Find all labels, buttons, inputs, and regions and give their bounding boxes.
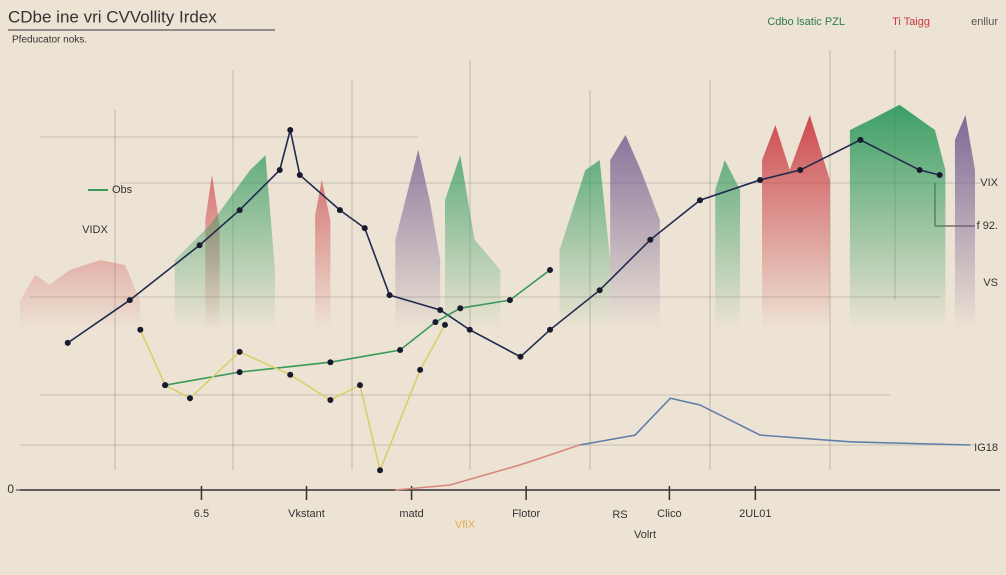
marker	[441, 321, 448, 328]
marker	[916, 167, 923, 174]
x-tick-label: 6.5	[194, 508, 209, 520]
marker	[356, 382, 363, 389]
annotation: IG18	[974, 442, 998, 454]
marker	[327, 359, 334, 366]
marker	[696, 197, 703, 204]
annotation: VIX	[980, 177, 998, 189]
area	[315, 179, 331, 490]
area	[715, 160, 741, 490]
annotation: Obs	[112, 184, 133, 196]
area	[559, 160, 611, 490]
marker	[126, 297, 133, 304]
marker	[647, 236, 654, 243]
marker	[936, 172, 943, 178]
marker	[437, 307, 444, 313]
marker	[466, 326, 473, 333]
area	[954, 115, 975, 491]
line	[67, 129, 940, 358]
marker	[186, 395, 193, 402]
x-tick-label: matd	[399, 508, 423, 520]
marker	[377, 467, 384, 474]
area	[762, 115, 830, 491]
marker	[236, 348, 243, 355]
marker	[64, 339, 71, 346]
x-tick-label: Flotor	[512, 508, 540, 520]
annotation: Ti Taigg	[892, 16, 930, 28]
x-tick-label: 2UL01	[739, 508, 771, 520]
area	[444, 155, 501, 490]
annotation: RS	[612, 509, 627, 521]
marker	[596, 287, 603, 294]
marker	[432, 319, 439, 326]
line	[395, 444, 580, 491]
marker	[336, 207, 343, 214]
marker	[547, 326, 554, 333]
marker	[236, 207, 243, 214]
annotation: VfiX	[455, 519, 476, 531]
annotation: Cdbo lsatic PZL	[767, 16, 845, 28]
area	[610, 134, 660, 490]
x-tick-label: Clico	[657, 508, 681, 520]
marker	[547, 266, 554, 273]
line	[165, 269, 551, 386]
marker	[327, 397, 334, 403]
marker	[517, 353, 524, 360]
marker	[296, 172, 303, 178]
marker	[236, 369, 243, 376]
area	[20, 260, 141, 490]
marker	[857, 136, 864, 143]
area	[174, 155, 275, 490]
marker	[457, 305, 464, 312]
marker	[287, 371, 294, 378]
marker	[361, 225, 368, 232]
marker	[797, 167, 804, 174]
annotation: enllur	[971, 16, 998, 28]
y-tick-label: 0	[7, 482, 14, 496]
marker	[287, 127, 294, 133]
marker	[137, 326, 144, 333]
area	[849, 104, 946, 491]
line	[579, 397, 971, 446]
line	[139, 324, 446, 473]
annotation: f 92.	[977, 220, 998, 232]
marker	[162, 382, 169, 389]
marker	[417, 366, 424, 373]
marker	[757, 176, 764, 183]
annotation: Volrt	[634, 529, 656, 541]
marker	[397, 347, 404, 354]
chart-subtitle: Pfeducator noks.	[12, 35, 87, 46]
marker	[276, 167, 283, 174]
x-tick-label: Vkstant	[288, 508, 325, 520]
marker	[196, 242, 203, 249]
annotation: VIDX	[82, 224, 108, 236]
annotation: VS	[983, 277, 998, 289]
chart-title: CDbe ine vri CVVollity Irdex	[8, 7, 217, 26]
marker	[506, 297, 513, 304]
marker	[386, 292, 393, 299]
